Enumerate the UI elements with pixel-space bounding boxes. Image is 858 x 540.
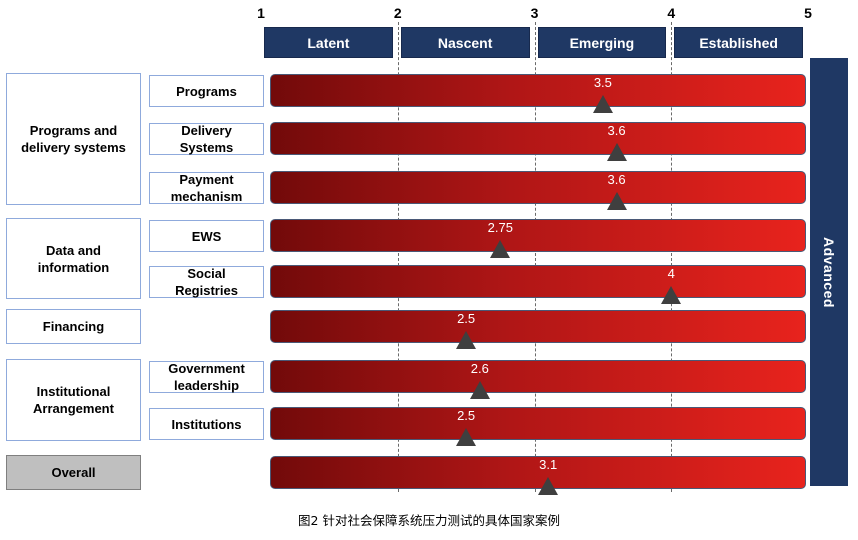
score-marker-triangle-icon (661, 286, 682, 304)
score-bar (270, 171, 806, 204)
score-marker-triangle-icon (606, 192, 627, 210)
stage-header-label: Nascent (437, 34, 493, 51)
stage-header-label: Latent (307, 34, 350, 51)
score-value-label: 2.6 (470, 361, 489, 376)
item-label: Government leadership (168, 361, 245, 393)
score-value-label: 3.1 (539, 457, 558, 472)
score-value-label: 3.6 (607, 123, 626, 138)
score-bar (270, 407, 806, 440)
scale-tick-label: 1 (257, 5, 265, 21)
score-value-label: 4 (667, 266, 675, 281)
score-marker-triangle-icon (538, 477, 559, 495)
figure-caption: 图2 针对社会保障系统压力测试的具体国家案例 (298, 513, 560, 528)
score-marker-triangle-icon (456, 331, 477, 349)
item-label-box: Payment mechanism (149, 172, 264, 204)
score-marker-triangle-icon (456, 428, 477, 446)
score-bar (270, 74, 806, 107)
score-marker-triangle-icon (490, 240, 511, 258)
score-bar (270, 219, 806, 252)
item-label: Social Registries (175, 266, 238, 298)
score-bar (270, 360, 806, 393)
item-label: EWS (191, 228, 222, 244)
grid-line (398, 22, 399, 492)
stage-header-emerging: Emerging (537, 27, 667, 58)
score-value-label: 2.5 (457, 408, 476, 423)
item-label-box: Institutions (149, 408, 264, 440)
scale-tick-label: 2 (393, 5, 402, 21)
group-label: Programs and delivery systems (21, 123, 126, 155)
group-label-box: Institutional Arrangement (6, 359, 141, 441)
stage-header-nascent: Nascent (400, 27, 530, 58)
group-label-box: Data and information (6, 218, 141, 299)
group-label-box: Overall (6, 455, 141, 490)
grid-line (535, 22, 536, 492)
score-bar (270, 265, 806, 298)
score-value-label: 3.5 (593, 75, 612, 90)
scale-tick-label: 3 (530, 5, 539, 21)
stage-header-label: Advanced (821, 236, 837, 308)
group-label: Data and information (37, 242, 110, 275)
stage-header-established: Established (674, 27, 803, 58)
group-label-box: Financing (6, 309, 141, 344)
score-bar (270, 310, 806, 343)
group-label: Overall (51, 465, 96, 480)
item-label: Payment mechanism (170, 172, 243, 204)
item-label: Programs (176, 83, 237, 99)
group-label-box: Programs and delivery systems (6, 73, 141, 205)
item-label-box: Government leadership (149, 361, 264, 393)
stage-header-latent: Latent (264, 27, 393, 58)
score-value-label: 3.6 (607, 172, 626, 187)
scale-tick-label: 4 (667, 5, 676, 21)
item-label: Institutions (171, 416, 242, 432)
score-value-label: 2.75 (487, 220, 513, 235)
stage-header-label: Emerging (569, 34, 635, 51)
group-label: Financing (42, 319, 105, 334)
item-label-box: Programs (149, 75, 264, 107)
score-marker-triangle-icon (606, 143, 627, 161)
score-marker-triangle-icon (592, 95, 613, 113)
group-label: Institutional Arrangement (33, 384, 114, 416)
scale-tick-label: 5 (804, 5, 812, 21)
item-label-box: EWS (149, 220, 264, 252)
item-label-box: Social Registries (149, 266, 264, 298)
score-bar (270, 122, 806, 155)
score-value-label: 2.5 (457, 311, 476, 326)
item-label: Delivery Systems (179, 123, 234, 155)
score-marker-triangle-icon (469, 381, 490, 399)
stage-header-advanced: Advanced (810, 58, 848, 486)
stage-header-label: Established (699, 34, 778, 51)
item-label-box: Delivery Systems (149, 123, 264, 155)
score-bar (270, 456, 806, 489)
grid-line (671, 22, 672, 492)
